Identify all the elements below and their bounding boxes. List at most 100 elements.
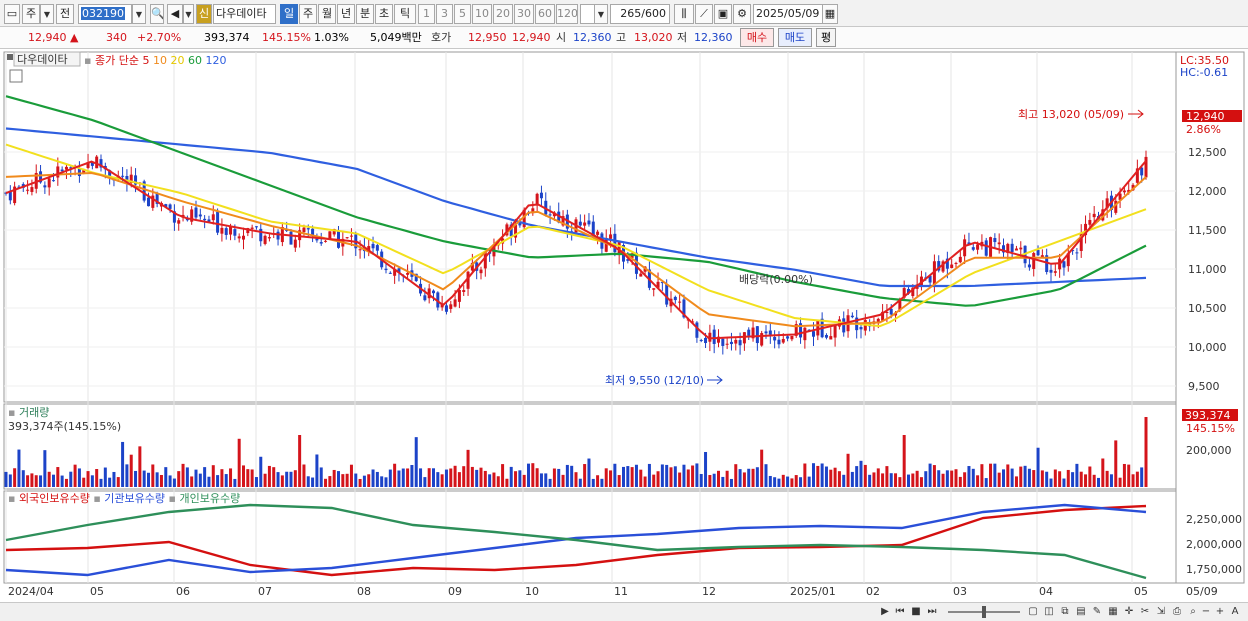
period-day-tab[interactable]: 일 <box>280 4 298 24</box>
search-chart-icon[interactable]: ⌕ <box>1190 606 1196 617</box>
bid-price: 12,940 <box>512 31 551 44</box>
eval-button[interactable]: 평 <box>816 28 836 47</box>
candle-body <box>375 245 379 251</box>
period-minute-tab[interactable]: 분 <box>356 4 374 24</box>
data-count-input[interactable]: 265/600 <box>610 4 670 24</box>
speaker-icon[interactable]: ◀ <box>167 4 183 24</box>
settings-gear-icon[interactable]: ⚙ <box>733 4 751 24</box>
export-icon[interactable]: ⇲ <box>1156 606 1166 617</box>
stock-code-dropdown-icon[interactable]: ▼ <box>132 4 146 24</box>
candle-body <box>259 228 263 242</box>
candle-body <box>388 272 392 274</box>
volume-bar <box>17 449 21 487</box>
split-view-icon[interactable]: ◫ <box>1044 606 1054 617</box>
volume-bar <box>436 472 440 487</box>
panel-menu-icon[interactable] <box>7 54 13 60</box>
period-second-tab[interactable]: 초 <box>375 4 393 24</box>
interval-1[interactable]: 1 <box>418 4 435 24</box>
trade-volume: 393,374 <box>204 31 250 44</box>
interval-5[interactable]: 5 <box>454 4 471 24</box>
interval-120[interactable]: 120 <box>556 4 578 24</box>
volume-bar <box>820 463 824 487</box>
drawing-icon[interactable]: ✎ <box>1092 606 1102 617</box>
volume-bar <box>1010 468 1014 487</box>
volume-bar <box>1135 471 1139 487</box>
interval-3[interactable]: 3 <box>436 4 453 24</box>
zoom-out-icon[interactable]: − <box>1201 606 1211 617</box>
volume-bar <box>384 477 388 487</box>
market-type-dropdown-icon[interactable]: ▼ <box>40 4 54 24</box>
volume-bar <box>263 473 267 487</box>
volume-bar <box>773 477 777 487</box>
period-tick-tab[interactable]: 틱 <box>394 4 416 24</box>
calendar-icon[interactable]: ▦ <box>822 4 838 24</box>
interval-20[interactable]: 20 <box>493 4 513 24</box>
candle-body <box>725 343 729 345</box>
indicator-name: 종가 단순 <box>95 54 139 67</box>
candle-body <box>958 256 962 263</box>
layout-icon[interactable]: ▤ <box>1076 606 1086 617</box>
volume-bar <box>121 441 125 487</box>
table-view-icon[interactable] <box>9 69 23 83</box>
market-type-select[interactable]: 주 <box>22 4 40 24</box>
scroll-first-icon[interactable]: ⏮ <box>895 606 905 617</box>
stock-code-input[interactable]: 032190 <box>78 4 132 24</box>
interval-10[interactable]: 10 <box>472 4 492 24</box>
custom-interval-dropdown-icon[interactable]: ▼ <box>594 4 608 24</box>
volume-bar <box>630 467 634 487</box>
scroll-right-icon[interactable]: ▶ <box>881 606 889 617</box>
crosshair-icon[interactable]: ✛ <box>1124 606 1134 617</box>
x-axis-label: 11 <box>614 585 628 598</box>
sell-button[interactable]: 매도 <box>778 28 812 47</box>
scroll-last-icon[interactable]: ⏭ <box>927 606 937 617</box>
last-price-tag-text: 12,940 <box>1186 110 1225 123</box>
buy-button[interactable]: 매수 <box>740 28 774 47</box>
prev-button[interactable]: 전 <box>56 4 74 24</box>
volume-bar <box>302 464 306 487</box>
candle-body <box>781 338 785 343</box>
x-axis: 2024/04 05 06 07 08 09 10 11 12 2025/01 02 03 04 05 <box>8 585 1148 598</box>
interval-30[interactable]: 30 <box>514 4 534 24</box>
period-year-tab[interactable]: 년 <box>337 4 355 24</box>
period-week-tab[interactable]: 주 <box>299 4 317 24</box>
view-mode-icon[interactable]: ▢ <box>1028 606 1038 617</box>
print-icon[interactable]: ⎙ <box>1173 606 1181 617</box>
price-y-axis: 12,500 12,000 11,500 11,000 10,500 10,00… <box>1188 146 1227 393</box>
volume-bar <box>354 473 358 487</box>
volume-bar <box>919 477 923 487</box>
save-icon[interactable]: ▣ <box>714 4 732 24</box>
candle-body <box>449 304 453 309</box>
font-size-icon[interactable]: A <box>1231 606 1239 617</box>
ma-line-20 <box>5 143 1147 328</box>
volume-bar <box>358 478 362 487</box>
candle-body <box>876 318 880 324</box>
speaker-dropdown-icon[interactable]: ▼ <box>183 4 194 24</box>
stock-chart-svg[interactable]: 다우데이타 ▪ 종가 단순 5 10 20 60 120 LC:35.50 HC… <box>0 50 1248 602</box>
volume-bar <box>311 477 315 487</box>
date-input[interactable]: 2025/05/09 <box>753 4 823 24</box>
holdings-y-tick: 2,250,000 <box>1186 513 1242 526</box>
candle-body <box>768 330 772 335</box>
chart-area[interactable]: 다우데이타 ▪ 종가 단순 5 10 20 60 120 LC:35.50 HC… <box>0 50 1248 602</box>
interval-60[interactable]: 60 <box>535 4 555 24</box>
search-icon[interactable]: 🔍 <box>150 4 164 24</box>
scissors-icon[interactable]: ✂ <box>1140 606 1150 617</box>
candle-body <box>1006 243 1010 254</box>
draw-line-icon[interactable]: ⟋ <box>695 4 713 24</box>
chart-toolbar: ▭ 주 ▼ 전 032190 ▼ 🔍 ◀ ▼ 신 다우데이타 일 주 월 년 분… <box>0 0 1248 27</box>
candle-body <box>142 181 146 201</box>
volume-bar <box>958 476 962 487</box>
candle-type-icon[interactable]: ⫼ <box>674 4 694 24</box>
grid-icon[interactable]: ▦ <box>1108 606 1118 617</box>
volume-bar <box>319 467 323 487</box>
candle-body <box>889 308 893 315</box>
window-icon[interactable]: ▭ <box>4 4 20 24</box>
period-month-tab[interactable]: 월 <box>318 4 336 24</box>
zoom-slider[interactable] <box>948 605 1020 619</box>
stop-icon[interactable]: ■ <box>911 606 921 617</box>
volume-bar <box>755 467 759 487</box>
copy-icon[interactable]: ⧉ <box>1061 606 1069 617</box>
candle-body <box>39 171 43 183</box>
zoom-in-icon[interactable]: + <box>1215 606 1225 617</box>
x-axis-label: 12 <box>702 585 716 598</box>
